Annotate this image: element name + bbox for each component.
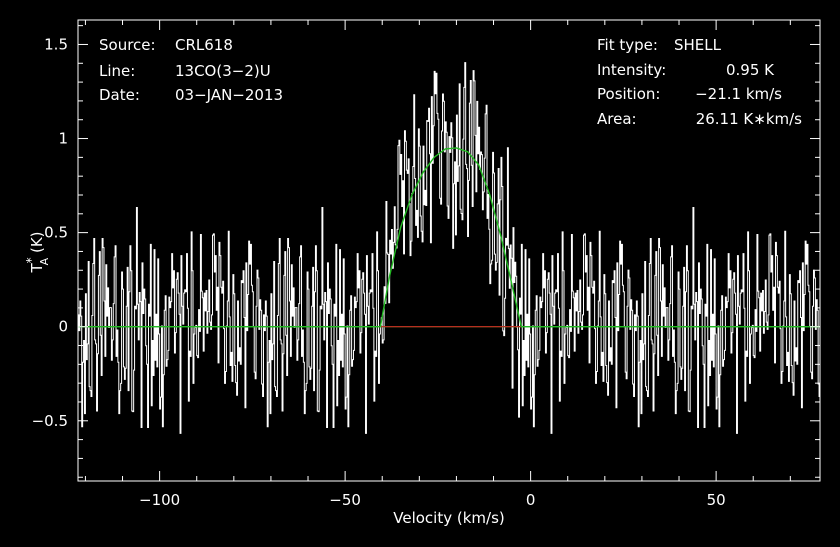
info-area-key: Area: [597,110,637,128]
info-block-fit: Fit type: SHELL Intensity: 0.95 K Positi… [597,36,802,128]
info-area-value: 26.11 K∗km/s [696,110,802,128]
info-fit-type-value: SHELL [674,36,722,54]
x-tick-label: 0 [526,491,536,509]
y-tick-label: 1.5 [44,35,68,53]
info-position-value: −21.1 km/s [695,85,782,103]
data-layer [78,62,820,434]
x-axis-label: Velocity (km/s) [393,509,504,527]
plot-frame [77,19,821,482]
info-intensity-value: 0.95 K [726,61,775,79]
y-tick-label: 1 [58,130,68,148]
y-tick-label: 0.5 [44,224,68,242]
y-tick-label: 0 [58,318,68,336]
x-tick-label: −100 [139,491,180,509]
spectrum-line [78,62,820,434]
info-date-key: Date: [99,86,140,104]
info-source-value: CRL618 [175,36,233,54]
info-fit-type-key: Fit type: [597,36,658,54]
tick-layer: −100 −50 0 50 −0.5 0 0.5 1 1.5 [32,20,820,509]
info-block-source: Source: CRL618 Line: 13CO(3−2)U Date: 03… [99,36,283,104]
info-source-key: Source: [99,36,156,54]
y-tick-label: −0.5 [32,412,68,430]
y-axis-label: T*A (K) [24,231,51,273]
x-tick-label: 50 [707,491,726,509]
info-date-value: 03−JAN−2013 [175,86,283,104]
shell-fit-curve [78,147,820,328]
x-tick-label: −50 [329,491,361,509]
info-line-key: Line: [99,62,135,80]
info-line-value: 13CO(3−2)U [175,62,271,80]
info-position-key: Position: [597,85,660,103]
info-intensity-key: Intensity: [597,61,666,79]
